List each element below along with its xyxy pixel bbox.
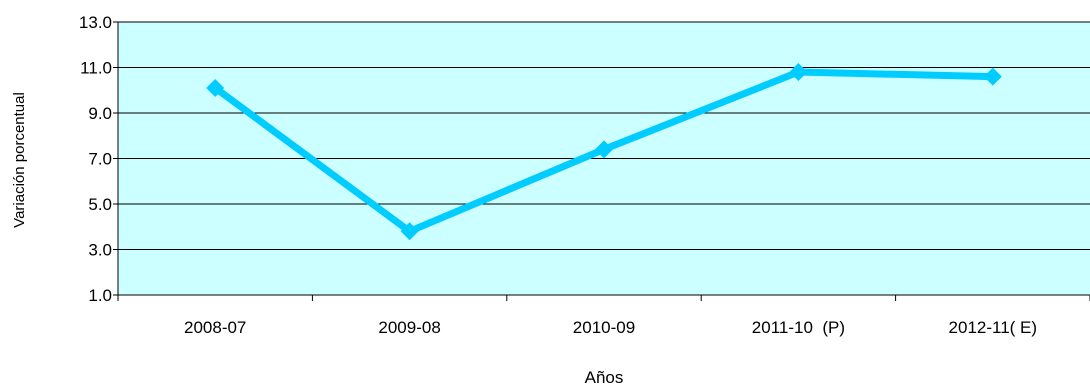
- y-tick-label: 9.0: [88, 104, 112, 123]
- y-tick-label: 11.0: [80, 59, 112, 78]
- data-point: [400, 222, 419, 241]
- x-tick-labels: 2008-07 2009-08 2010-09 2011-10 (P) 2012-11(…: [184, 318, 1037, 337]
- y-tick-label: 7.0: [88, 150, 112, 169]
- data-point: [206, 78, 225, 97]
- data-point: [789, 63, 808, 82]
- gridlines: [113, 21, 1090, 296]
- x-tick-label: 2012-11( E): [949, 318, 1038, 337]
- axes: [117, 22, 1090, 301]
- y-axis-title: Variación porcentual: [11, 92, 28, 228]
- y-tick-labels: 1.0 3.0 5.0 7.0 9.0 11.0 13.0: [79, 13, 112, 305]
- data-point: [983, 67, 1002, 86]
- y-tick-label: 13.0: [79, 13, 112, 32]
- x-tick-label: 2011-10 (P): [752, 318, 845, 337]
- data-series: [206, 63, 1002, 241]
- y-tick-label: 5.0: [88, 195, 112, 214]
- data-point: [595, 140, 613, 159]
- y-tick-label: 1.0: [88, 286, 112, 305]
- y-tick-label: 3.0: [88, 241, 112, 260]
- x-tick-label: 2010-09: [573, 318, 635, 337]
- x-tick-label: 2008-07: [184, 318, 246, 337]
- x-axis-title: Años: [585, 368, 624, 387]
- x-tick-label: 2009-08: [378, 318, 440, 337]
